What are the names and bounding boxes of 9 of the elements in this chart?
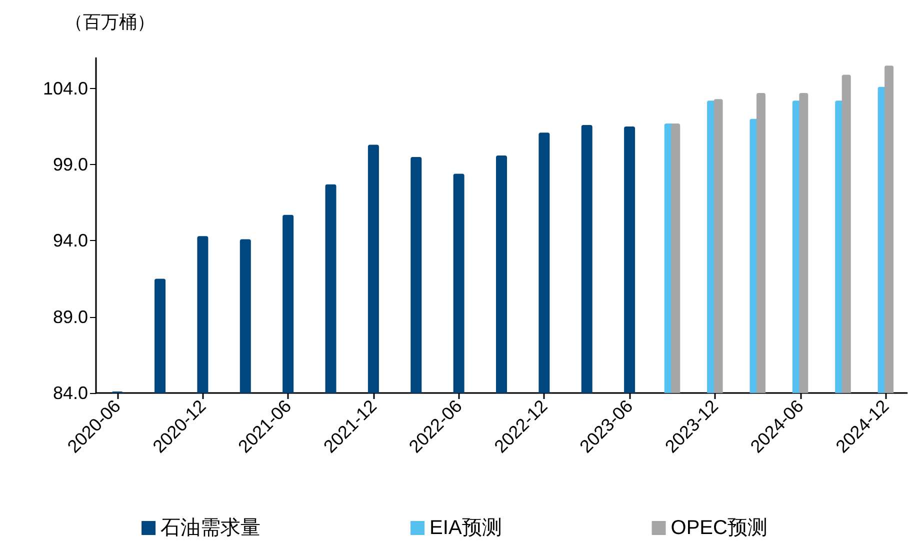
y-tick-label: 99.0 xyxy=(52,154,88,175)
y-tick-label: 89.0 xyxy=(52,306,88,327)
y-tick-label: 104.0 xyxy=(42,78,88,98)
legend-label: OPEC预测 xyxy=(670,517,768,539)
legend-label: EIA预测 xyxy=(430,517,502,539)
y-tick-label: 84.0 xyxy=(52,383,88,403)
y-axis-title: （百万桶） xyxy=(65,12,155,32)
legend-label: 石油需求量 xyxy=(160,517,261,539)
y-tick-label: 94.0 xyxy=(52,230,88,251)
